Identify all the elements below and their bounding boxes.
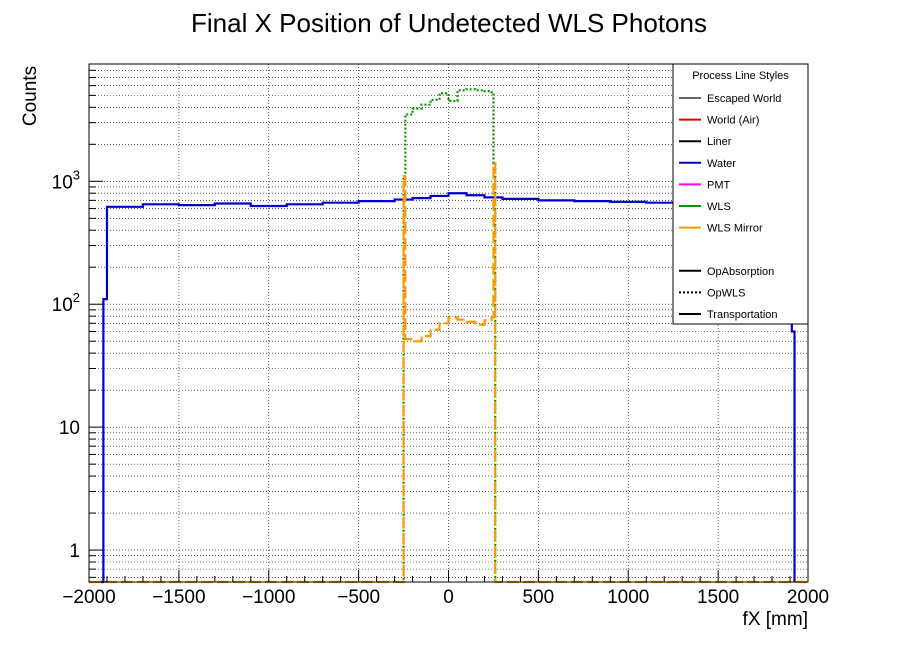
legend-label: World (Air) [707,115,759,127]
legend-title: Process Line Styles [692,70,789,82]
legend-label: Transportation [707,309,778,321]
chart-title: Final X Position of Undetected WLS Photo… [191,8,707,38]
y-tick-label: 102 [52,290,80,316]
x-tick-label: 2000 [787,587,829,608]
legend-label: OpAbsorption [707,266,774,278]
legend: Process Line Styles Escaped World World (A… [672,63,809,325]
y-axis-title: Counts [20,66,41,126]
y-tick-label: 103 [52,167,80,193]
legend-box [672,63,809,325]
x-axis-title: fX [mm] [743,609,808,630]
y-tick-label: 1 [69,541,80,562]
legend-label: Water [707,158,736,170]
x-tick-label: 500 [523,587,555,608]
legend-label: Escaped World [707,93,781,105]
legend-label: Liner [707,136,732,148]
x-tick-label: 1000 [607,587,649,608]
legend-label: WLS [707,201,731,213]
x-tick-label: −500 [337,587,380,608]
legend-label: WLS Mirror [707,223,763,235]
axes: −2000 −1500 −1000 −500 0 500 1000 1500 2000 1 10 10… [52,63,829,608]
y-tick-label: 10 [59,418,80,439]
x-tick-label: −2000 [62,587,115,608]
x-tick-label: −1500 [152,587,205,608]
series-line-wls [401,88,497,584]
legend-label: OpWLS [707,287,746,299]
legend-label: PMT [707,179,731,191]
x-tick-label: −1000 [242,587,295,608]
x-tick-label: 1500 [697,587,739,608]
x-tick-label: 0 [443,587,454,608]
series-line-wls-mirror [89,162,808,584]
